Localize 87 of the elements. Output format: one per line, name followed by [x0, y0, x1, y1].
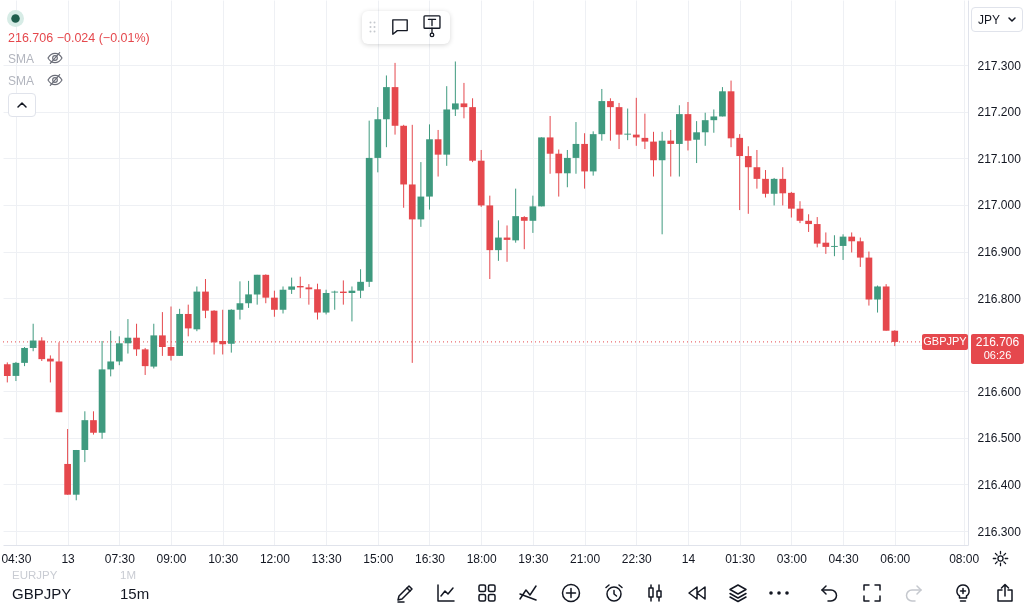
x-tick-label: 15:00	[363, 551, 394, 566]
candlestick	[744, 145, 752, 215]
candlestick	[529, 195, 537, 234]
x-tick-label: 18:00	[466, 551, 498, 566]
x-tick-label: 08:00	[949, 551, 980, 566]
candlestick	[520, 215, 528, 250]
candlestick	[331, 290, 339, 311]
candlestick	[29, 323, 37, 352]
y-tick-label: 217.200	[977, 105, 1022, 120]
x-tick-label: 14	[681, 551, 696, 566]
y-tick-label: 216.800	[977, 291, 1022, 306]
candlestick	[202, 278, 209, 319]
candlestick	[710, 108, 718, 134]
candlestick	[770, 177, 778, 206]
y-axis-title: JPY	[978, 13, 1001, 27]
x-tick-label: 07:30	[104, 551, 136, 566]
candlestick	[184, 304, 192, 337]
y-tick-label: 217.100	[977, 151, 1022, 166]
candlestick	[460, 82, 468, 119]
currency-dropdown: JPY	[971, 7, 1023, 32]
y-tick-label: 216.500	[977, 431, 1022, 446]
candlestick	[3, 361, 11, 383]
candlestick	[831, 234, 838, 257]
text: 216.706 −0.024 (−0.01%)	[8, 31, 150, 45]
candlestick	[607, 97, 614, 142]
candlestick	[38, 336, 46, 362]
y-tick-label: 216.600	[977, 384, 1022, 399]
candlestick	[262, 273, 270, 304]
candlestick	[495, 219, 502, 262]
y-tick-label: 217.300	[977, 58, 1022, 73]
candlestick	[245, 280, 252, 309]
x-tick-label: 19:30	[518, 551, 549, 566]
candlestick	[271, 290, 278, 318]
candlestick	[314, 283, 321, 321]
candlestick	[736, 133, 744, 211]
candlestick	[753, 149, 761, 190]
x-tick-label: 01:30	[725, 551, 756, 566]
candlestick	[555, 149, 563, 198]
candlestick	[546, 115, 554, 175]
candlestick	[253, 274, 261, 306]
candlestick	[107, 330, 115, 377]
candlestick	[322, 289, 330, 315]
candlestick	[650, 131, 657, 178]
candlestick	[21, 346, 28, 367]
y-tick-label: 216.900	[977, 245, 1022, 260]
candlestick	[848, 231, 856, 253]
x-tick-label: 13:30	[311, 551, 342, 566]
text: 15m	[120, 585, 150, 602]
text: GBPJPY	[12, 585, 72, 602]
candlestick	[624, 108, 632, 141]
annotation: SMA	[8, 74, 35, 88]
y-tick-label: 216.300	[977, 524, 1022, 539]
x-tick-label: 22:30	[621, 551, 653, 566]
x-tick-label: 10:30	[208, 551, 239, 566]
y-tick-label: 217.000	[977, 198, 1022, 213]
ref-line-label: GBPJPY	[923, 334, 968, 347]
candlestick	[305, 283, 313, 306]
x-tick-label: 06:00	[880, 551, 911, 566]
candlestick	[693, 120, 700, 164]
candlestick	[762, 169, 769, 198]
candlestick	[856, 237, 864, 268]
annotation: SMA	[8, 52, 35, 66]
text: 216.706	[975, 334, 1020, 349]
candlestick	[641, 113, 649, 150]
x-tick-label: 21:00	[570, 551, 601, 566]
text: 06:26	[983, 348, 1012, 361]
candlestick	[788, 191, 795, 219]
candlestick	[779, 166, 787, 206]
candlestick	[451, 60, 459, 117]
candlestick	[236, 280, 244, 321]
candlestick	[701, 112, 709, 147]
candlestick	[667, 129, 675, 178]
candlestick	[115, 335, 123, 366]
candlestick	[434, 129, 442, 178]
candlestick	[357, 268, 364, 299]
candlestick	[141, 347, 149, 376]
x-tick-label: 04:30	[828, 551, 859, 566]
x-tick-label: 09:00	[156, 551, 187, 566]
candlestick	[90, 410, 97, 436]
candlestick	[563, 149, 571, 188]
x-tick-label: 03:00	[776, 551, 808, 566]
x-tick-label: 04:30	[1, 551, 32, 566]
x-tick-label: 13	[61, 551, 76, 566]
x-tick-label: 16:30	[414, 551, 446, 566]
x-tick-label: 12:00	[259, 551, 291, 566]
y-tick-label: 216.400	[977, 477, 1022, 492]
candlestick	[874, 285, 881, 314]
